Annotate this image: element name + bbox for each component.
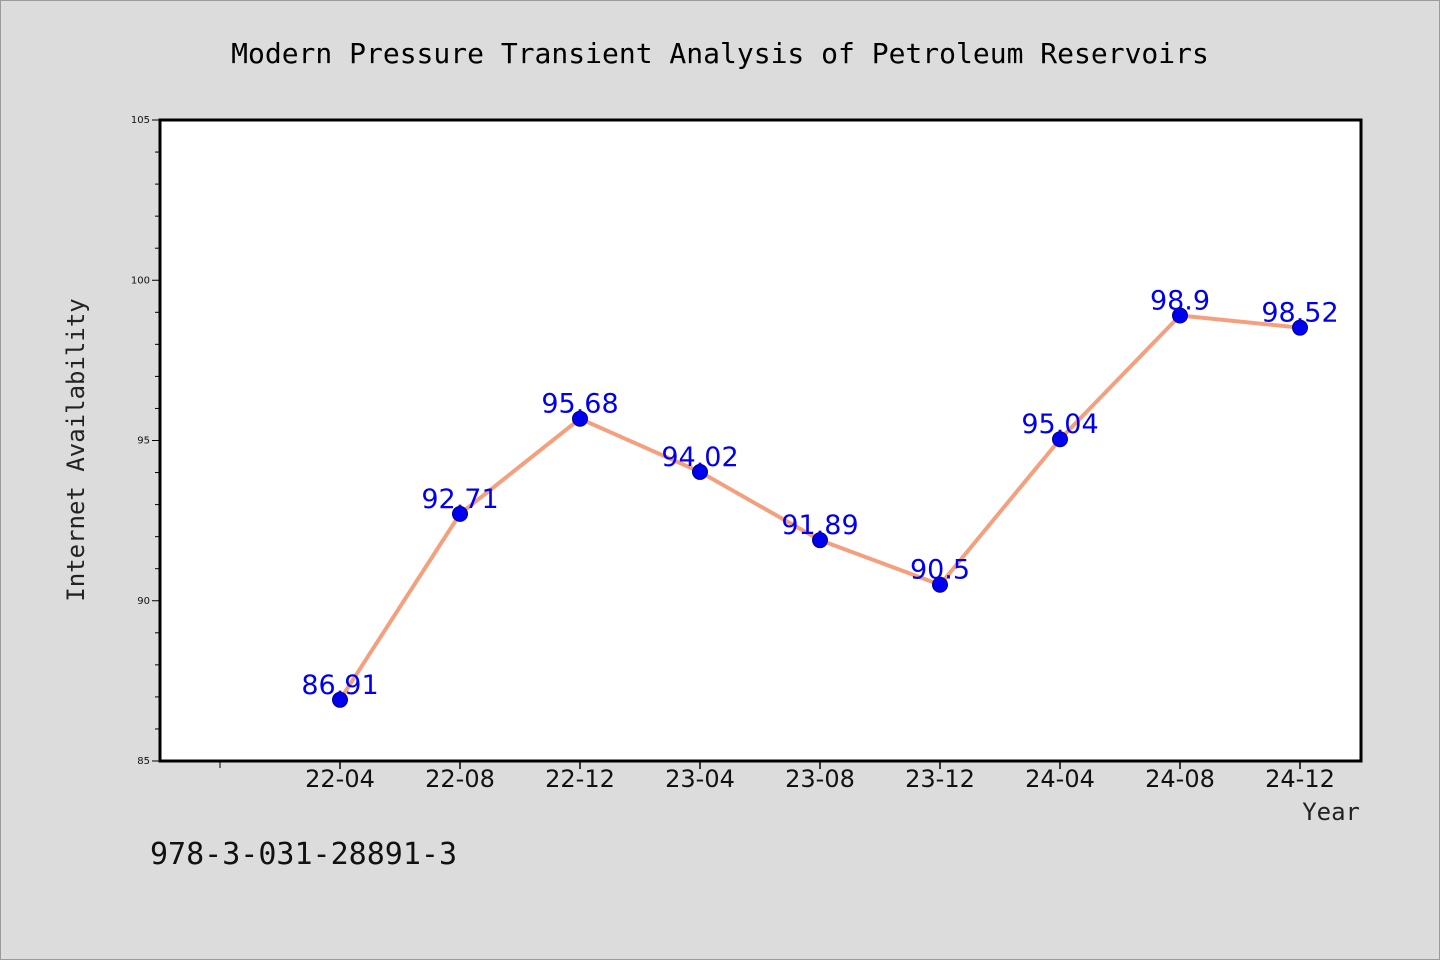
x-tick-label: 24-12 (1265, 765, 1335, 793)
plot-area (158, 118, 1363, 763)
data-point (572, 410, 588, 427)
series-group (332, 307, 1308, 708)
x-tick-label: 22-04 (305, 765, 375, 793)
data-point (1172, 307, 1188, 324)
data-label: 94.02 (661, 442, 738, 473)
data-label: 98.52 (1261, 298, 1338, 329)
data-label: 92.71 (421, 484, 498, 515)
data-label: 95.04 (1021, 409, 1098, 440)
x-tick-label: 23-08 (785, 765, 855, 793)
data-point (1292, 319, 1308, 336)
data-label: 91.89 (781, 510, 858, 541)
x-axis-label: Year (1302, 798, 1360, 826)
data-point (332, 691, 348, 708)
isbn-footer: 978-3-031-28891-3 (150, 837, 457, 872)
data-point (692, 463, 708, 480)
y-tick-label: 85 (137, 756, 150, 767)
data-point (812, 532, 828, 549)
x-tick-label: 22-12 (545, 765, 615, 793)
y-tick-label: 90 (137, 596, 150, 607)
x-tick-label: 24-04 (1025, 765, 1095, 793)
x-tick-label: 22-08 (425, 765, 495, 793)
data-label: 95.68 (541, 389, 618, 420)
data-label: 98.9 (1150, 286, 1210, 317)
x-tick-label: 23-04 (665, 765, 735, 793)
x-tick-label: 23-12 (905, 765, 975, 793)
y-axis-label: Internet Availability (62, 298, 90, 601)
data-point (452, 505, 468, 522)
data-label: 86.91 (301, 670, 378, 701)
chart-title: Modern Pressure Transient Analysis of Pe… (231, 37, 1209, 70)
data-point (1052, 431, 1068, 448)
y-tick-label: 105 (131, 115, 150, 126)
y-tick-label: 95 (137, 436, 150, 447)
data-label: 90.5 (910, 555, 970, 586)
y-tick-label: 100 (131, 275, 150, 286)
x-axis: 22-04 22-08 22-12 23-04 23-08 23-12 24-04 24-08… (219, 761, 1335, 793)
data-labels: 86.91 92.71 95.68 94.02 91.89 90.5 95.04 98.9 98… (301, 286, 1338, 701)
data-point (932, 576, 948, 593)
y-axis: 85 90 95 100 105 (131, 115, 160, 767)
x-tick-label: 24-08 (1145, 765, 1215, 793)
